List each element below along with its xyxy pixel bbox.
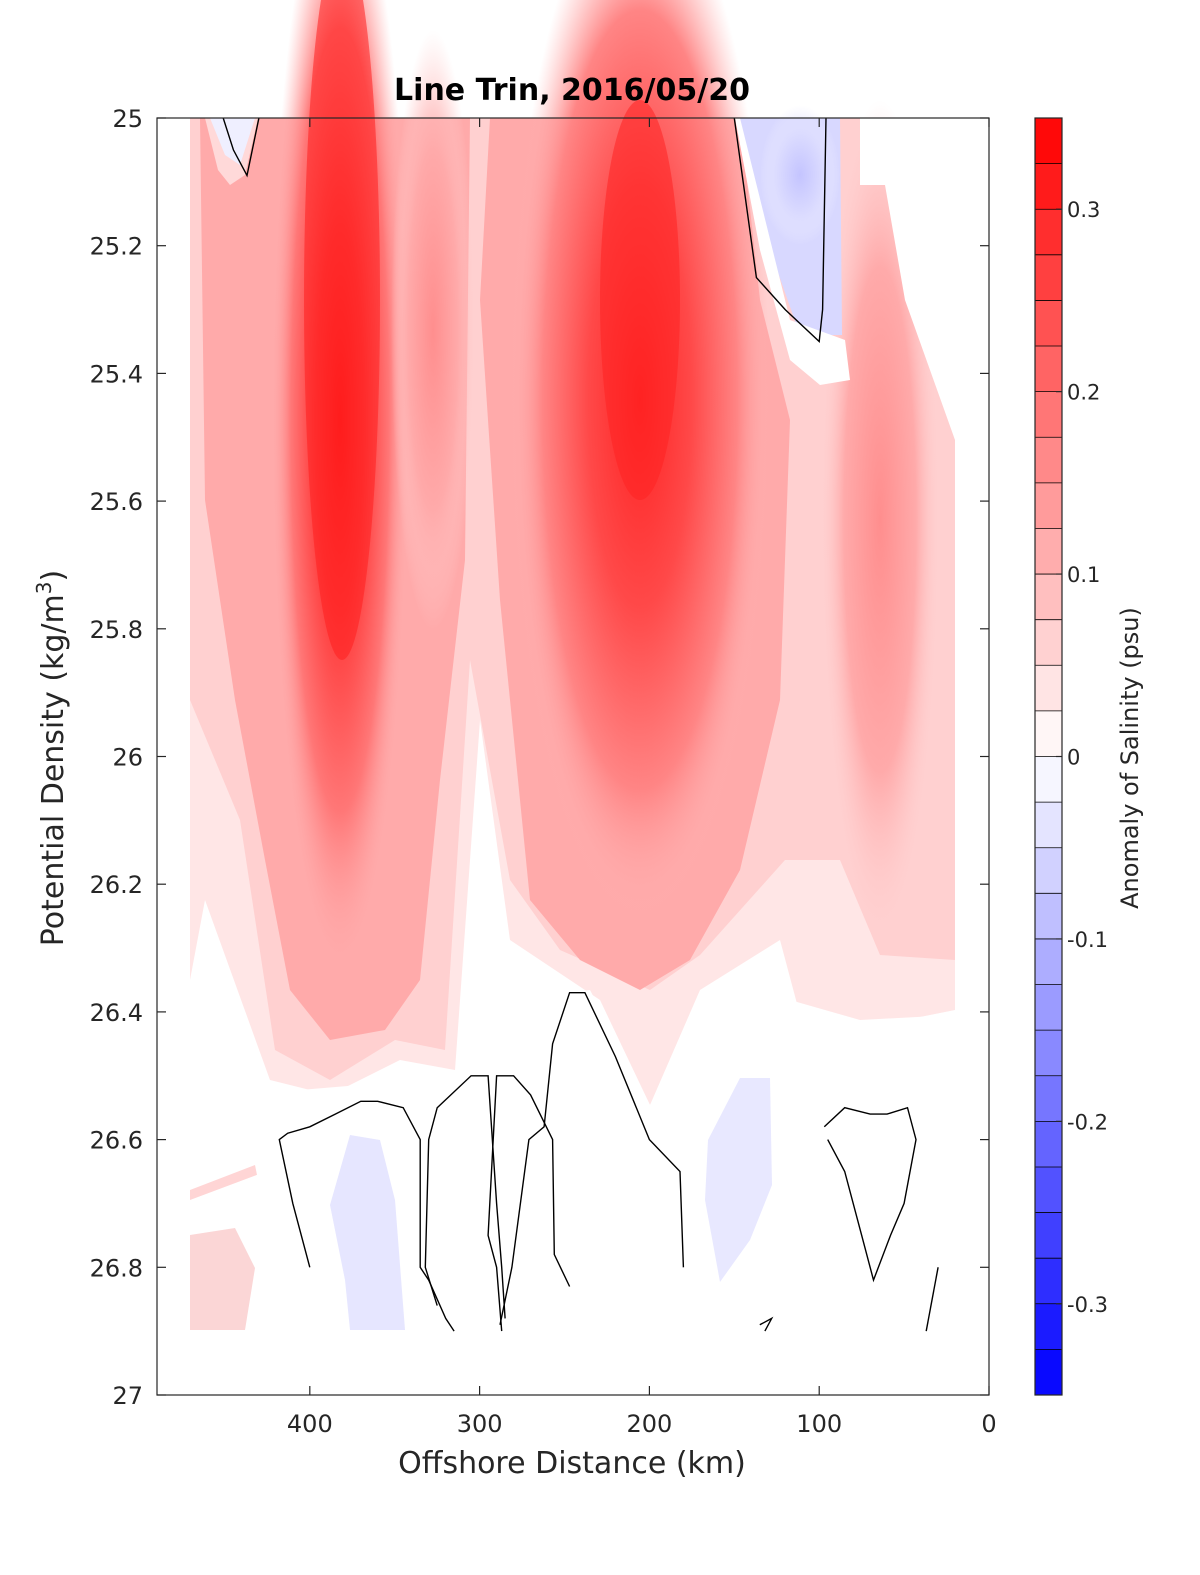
fresh-anomaly-120km-core [760, 105, 840, 245]
y-axis-label: Potential Density (kg/m3) [32, 570, 71, 946]
colorbar-block [1035, 665, 1062, 712]
y-tick-label: 25.4 [90, 360, 143, 388]
colorbar-tick-label: 0.1 [1067, 563, 1100, 587]
zero-contour-line [424, 1075, 506, 1319]
colorbar-tick-label: -0.1 [1067, 928, 1108, 952]
zero-contours [222, 117, 939, 1332]
colorbar-ticks: 0.3 0.2 0.1 0 -0.1 -0.2 -0.3 [1056, 198, 1108, 1317]
y-tick-label: 25 [112, 105, 143, 133]
colorbar-block [1035, 938, 1062, 986]
y-axis-label-main: Potential Density (kg/m [36, 594, 71, 946]
y-tick-label: 26.6 [90, 1127, 143, 1155]
zero-contour-line [222, 117, 260, 178]
colorbar-block [1035, 847, 1062, 894]
colorbar-tick-label: 0.3 [1067, 198, 1100, 222]
colorbar-block [1035, 254, 1062, 301]
y-axis-label-superscript: 3 [32, 581, 56, 594]
axes: 400 300 200 100 0 25 25.2 25.4 25.6 25.8 26 26.2 26… [90, 105, 997, 1438]
x-tick-label: 100 [796, 1410, 842, 1438]
y-axis-label-close: ) [36, 570, 71, 582]
y-tick-label: 25.2 [90, 233, 143, 261]
colorbar-block [1035, 893, 1062, 940]
y-tick-label: 26.8 [90, 1254, 143, 1282]
colorbar-block [1035, 163, 1062, 210]
y-tick-label: 26.4 [90, 999, 143, 1027]
colorbar-block [1035, 1212, 1062, 1259]
colorbar-label: Anomaly of Salinity (psu) [1116, 607, 1144, 909]
x-tick-label: 200 [627, 1410, 673, 1438]
anomaly-band-330km [391, 30, 475, 630]
zero-contour-line [925, 1267, 939, 1332]
colorbar-block [1035, 756, 1062, 803]
chart-title: Line Trin, 2016/05/20 [394, 73, 750, 108]
white-gap-455km [205, 118, 258, 185]
y-tick-label: 25.8 [90, 616, 143, 644]
weak-positive-left-bottom [190, 1228, 255, 1330]
x-tick-label: 300 [457, 1410, 503, 1438]
colorbar-block [1035, 1121, 1062, 1168]
colorbar-block [1035, 710, 1062, 757]
colorbar-tick-label: 0 [1067, 746, 1080, 770]
x-tick-label: 0 [981, 1410, 996, 1438]
white-gap-near-coast-right [860, 118, 989, 1395]
y-tick-label: 26 [112, 744, 143, 772]
x-tick-label: 400 [287, 1410, 333, 1438]
colorbar-block [1035, 1258, 1062, 1305]
anomaly-core-210km-inner [600, 100, 680, 500]
y-tick-label: 27 [112, 1382, 143, 1410]
colorbar-block [1035, 346, 1062, 393]
fresh-anomaly-365km [330, 1135, 405, 1330]
y-tick-label: 25.6 [90, 488, 143, 516]
white-gap-near-coast-upper [735, 118, 850, 385]
colorbar-block [1035, 1166, 1062, 1214]
fresh-anomaly-140km [705, 1078, 772, 1282]
zero-contour-line [278, 1100, 455, 1332]
zero-contour-line [499, 992, 685, 1325]
colorbar-block [1035, 437, 1062, 484]
colorbar-block [1035, 1030, 1062, 1077]
colorbar-block [1035, 1349, 1062, 1396]
colorbar-block [1035, 802, 1062, 849]
colorbar-block [1035, 300, 1062, 347]
colorbar-blocks [1035, 118, 1062, 1396]
colorbar-tick-label: 0.2 [1067, 381, 1100, 405]
y-tick-label: 26.2 [90, 871, 143, 899]
zero-contour-line [823, 1106, 917, 1283]
colorbar-block [1035, 118, 1062, 165]
colorbar-block [1035, 209, 1062, 256]
colorbar-block [1035, 528, 1062, 575]
x-axis-label: Offshore Distance (km) [398, 1446, 746, 1481]
y-axis: 25 25.2 25.4 25.6 25.8 26 26.2 26.4 26.6 26.8 27 [90, 105, 989, 1410]
colorbar-block [1035, 619, 1062, 666]
colorbar: 0.3 0.2 0.1 0 -0.1 -0.2 -0.3 Anomaly of Salini… [1034, 117, 1144, 1396]
colorbar-tick-label: -0.2 [1067, 1110, 1108, 1134]
zero-contour-line [487, 1075, 571, 1332]
colorbar-tick-label: -0.3 [1067, 1293, 1108, 1317]
no-data-mask-bottom [157, 1332, 989, 1395]
colorbar-block [1035, 1075, 1062, 1122]
no-data-mask-left [157, 118, 190, 1395]
colorbar-block [1035, 1303, 1062, 1350]
colorbar-block [1035, 482, 1062, 529]
zero-contour-line [733, 117, 827, 343]
x-axis: 400 300 200 100 0 [287, 118, 997, 1438]
zero-contour-line [759, 1316, 774, 1332]
colorbar-block [1035, 391, 1062, 438]
anomaly-core-380km-inner [304, 0, 380, 660]
plot-area [157, 0, 989, 1395]
colorbar-block [1035, 574, 1062, 621]
colorbar-block [1035, 984, 1062, 1031]
